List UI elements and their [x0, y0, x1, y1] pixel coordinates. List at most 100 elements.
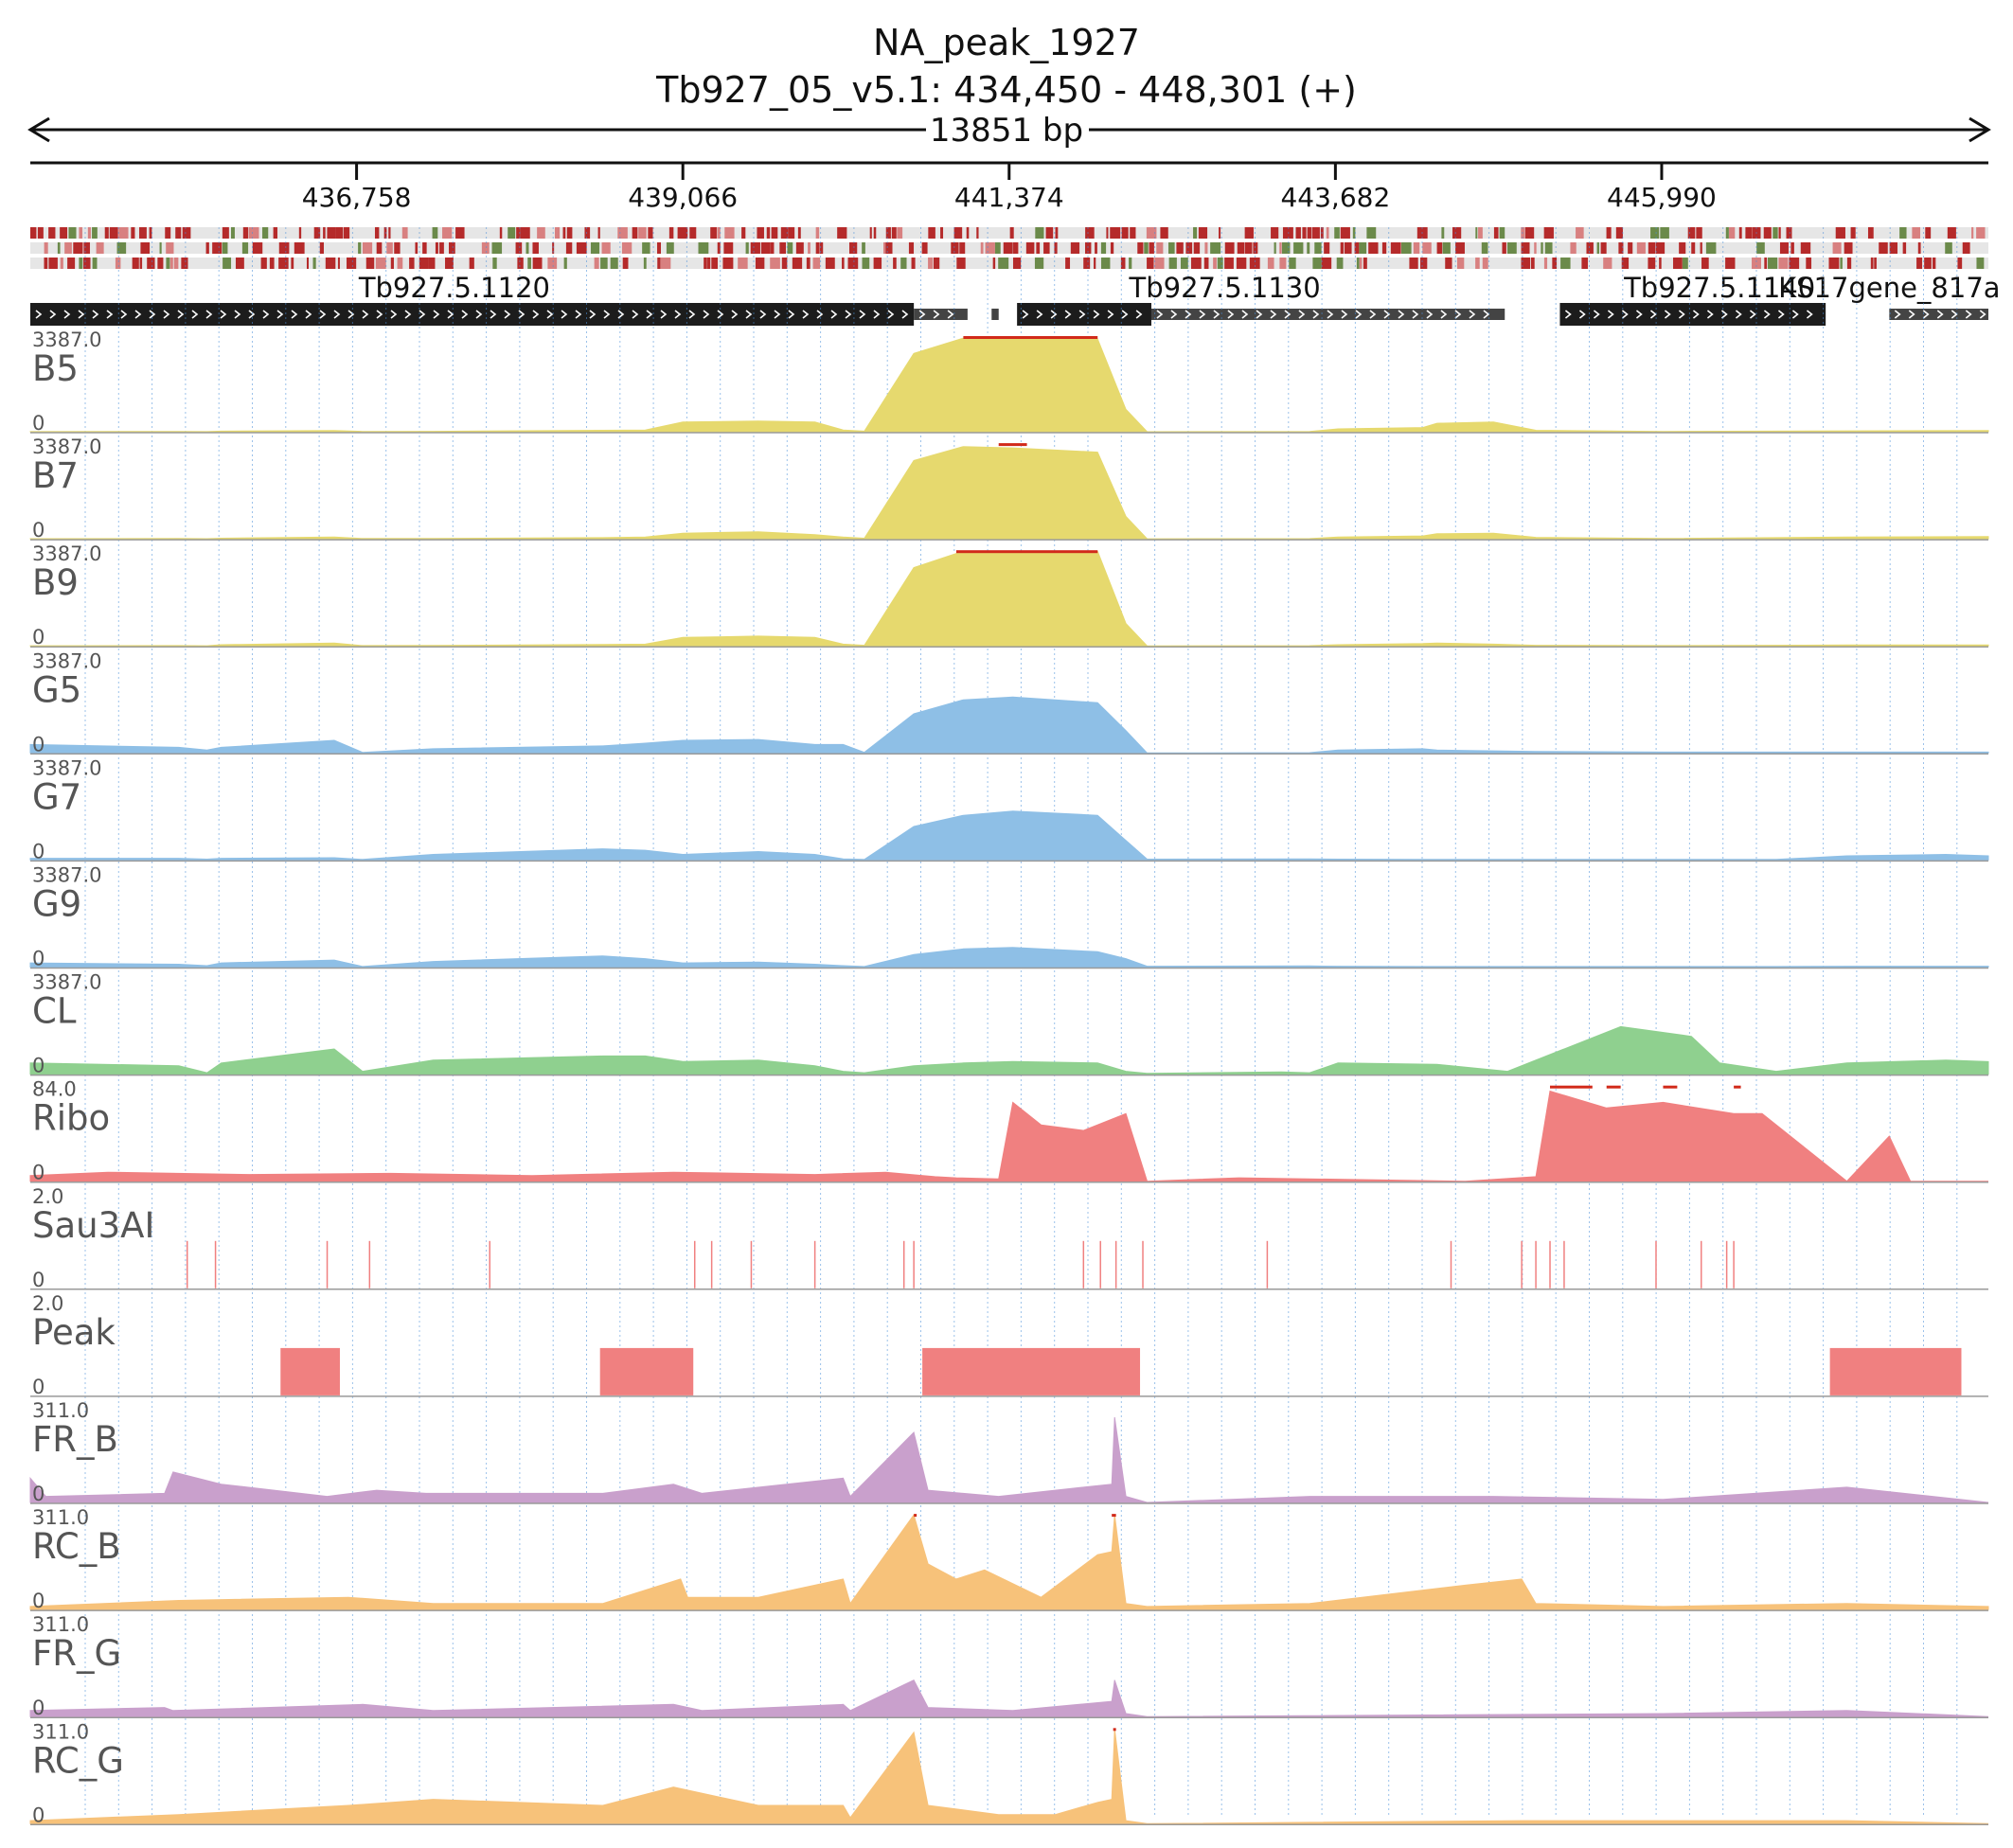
- heatmap-cell: [1790, 242, 1794, 254]
- heatmap-cell: [891, 227, 897, 239]
- gene-strand-arrow: [1298, 310, 1306, 319]
- gene-strand-arrow: [191, 310, 199, 319]
- heatmap-cell: [1659, 258, 1662, 269]
- heatmap-cell: [717, 242, 721, 254]
- gene-strand-arrow: [859, 310, 866, 319]
- gene-strand-arrow: [845, 310, 852, 319]
- heatmap-cell: [1203, 258, 1209, 269]
- gene-strand-arrow: [1965, 310, 1972, 319]
- track-max-label: 311.0: [32, 1506, 89, 1529]
- heatmap-cell: [1110, 242, 1114, 254]
- heatmap-cell: [1193, 227, 1198, 239]
- heatmap-cell: [1359, 242, 1367, 254]
- chart-title: NA_peak_1927: [873, 22, 1140, 63]
- heatmap-cell: [862, 242, 865, 254]
- heatmap-cell: [723, 242, 734, 254]
- track-max-label: 3387.0: [32, 435, 101, 458]
- heatmap-cell: [1524, 227, 1535, 239]
- heatmap-cell: [1725, 227, 1729, 239]
- gene-strand-arrow: [1936, 310, 1944, 319]
- heatmap-cell: [1144, 242, 1149, 254]
- gene-strand-arrow: [490, 310, 497, 319]
- chart-subtitle: Tb927_05_v5.1: 434,450 - 448,301 (+): [655, 69, 1357, 111]
- gene-strand-arrow: [1735, 310, 1742, 319]
- gene-strand-arrow: [504, 310, 511, 319]
- gene-strand-arrow: [1412, 310, 1419, 319]
- heatmap-cell: [621, 242, 632, 254]
- heatmap-cell: [48, 227, 56, 239]
- heatmap-cell: [1773, 227, 1778, 239]
- track-min-label: 0: [32, 1376, 45, 1398]
- heatmap-cell: [1679, 242, 1686, 254]
- heatmap-cell: [337, 258, 340, 269]
- heatmap-cell: [792, 258, 803, 269]
- heatmap-cell: [1482, 258, 1488, 269]
- heatmap-cell: [323, 227, 326, 239]
- heatmap-cell: [132, 258, 139, 269]
- heatmap-cell: [1210, 242, 1221, 254]
- heatmap-cell: [819, 242, 824, 254]
- heatmap-cell: [951, 242, 959, 254]
- heatmap-cell: [1789, 258, 1800, 269]
- heatmap-cell: [131, 227, 135, 239]
- gene-strand-arrow: [703, 310, 710, 319]
- heatmap-cell: [622, 258, 629, 269]
- heatmap-cell: [547, 258, 558, 269]
- heatmap-cell: [1521, 258, 1531, 269]
- heatmap-cell: [343, 227, 350, 239]
- track-max-label: 311.0: [32, 1720, 89, 1743]
- heatmap-cell: [847, 258, 859, 269]
- gene-label: Tb927.5.1140: [1623, 272, 1815, 304]
- heatmap-cell: [617, 227, 628, 239]
- track-max-label: 3387.0: [32, 971, 101, 994]
- heatmap-cell: [419, 258, 429, 269]
- heatmap-cell: [788, 227, 795, 239]
- gene-strand-arrow: [1979, 310, 1986, 319]
- heatmap-strip: [30, 227, 1988, 269]
- heatmap-cell: [1381, 242, 1387, 254]
- heatmap-cell: [469, 258, 474, 269]
- gene-segment: [914, 309, 968, 320]
- signal-tracks: 3387.0B503387.0B703387.0B903387.0G503387…: [29, 329, 1989, 1826]
- track-min-label: 0: [32, 626, 45, 649]
- heatmap-row-bg: [30, 227, 1988, 239]
- heatmap-cell: [526, 242, 529, 254]
- track-min-label: 0: [32, 1483, 45, 1505]
- heatmap-cell: [1445, 258, 1452, 269]
- heatmap-cell: [1321, 258, 1332, 269]
- heatmap-cell: [147, 258, 155, 269]
- span-label: 13851 bp: [930, 112, 1083, 150]
- gene-strand-arrow: [603, 310, 611, 319]
- heatmap-cell: [724, 227, 735, 239]
- heatmap-cell: [139, 227, 147, 239]
- heatmap-cell: [347, 258, 357, 269]
- track-name: Peak: [32, 1312, 116, 1353]
- heatmap-cell: [1840, 258, 1843, 269]
- heatmap-cell: [642, 242, 650, 254]
- heatmap-cell: [1442, 242, 1451, 254]
- heatmap-cell: [565, 242, 573, 254]
- clipped-marker: [1112, 1514, 1116, 1518]
- heatmap-cell: [1180, 258, 1188, 269]
- heatmap-cell: [1957, 258, 1963, 269]
- track-g9: 3387.0G9 0: [29, 864, 1989, 970]
- heatmap-cell: [182, 227, 191, 239]
- heatmap-cell: [1100, 242, 1107, 254]
- heatmap-cell: [1916, 258, 1923, 269]
- gene-strand-arrow: [419, 310, 426, 319]
- heatmap-cell: [1615, 227, 1623, 239]
- heatmap-cell: [555, 227, 561, 239]
- heatmap-cell: [241, 242, 249, 254]
- gene-strand-arrow: [1107, 310, 1114, 319]
- gene-strand-arrow: [674, 310, 682, 319]
- heatmap-cell: [1293, 242, 1304, 254]
- track-area: [29, 1729, 1989, 1824]
- track-name: RC_G: [32, 1740, 124, 1781]
- heatmap-cell: [770, 258, 780, 269]
- gene-strand-arrow: [731, 310, 739, 319]
- heatmap-cell: [657, 258, 661, 269]
- heatmap-cell: [1552, 258, 1558, 269]
- heatmap-cell: [432, 227, 438, 239]
- heatmap-cell: [37, 227, 44, 239]
- x-tick-label: 445,990: [1607, 182, 1717, 213]
